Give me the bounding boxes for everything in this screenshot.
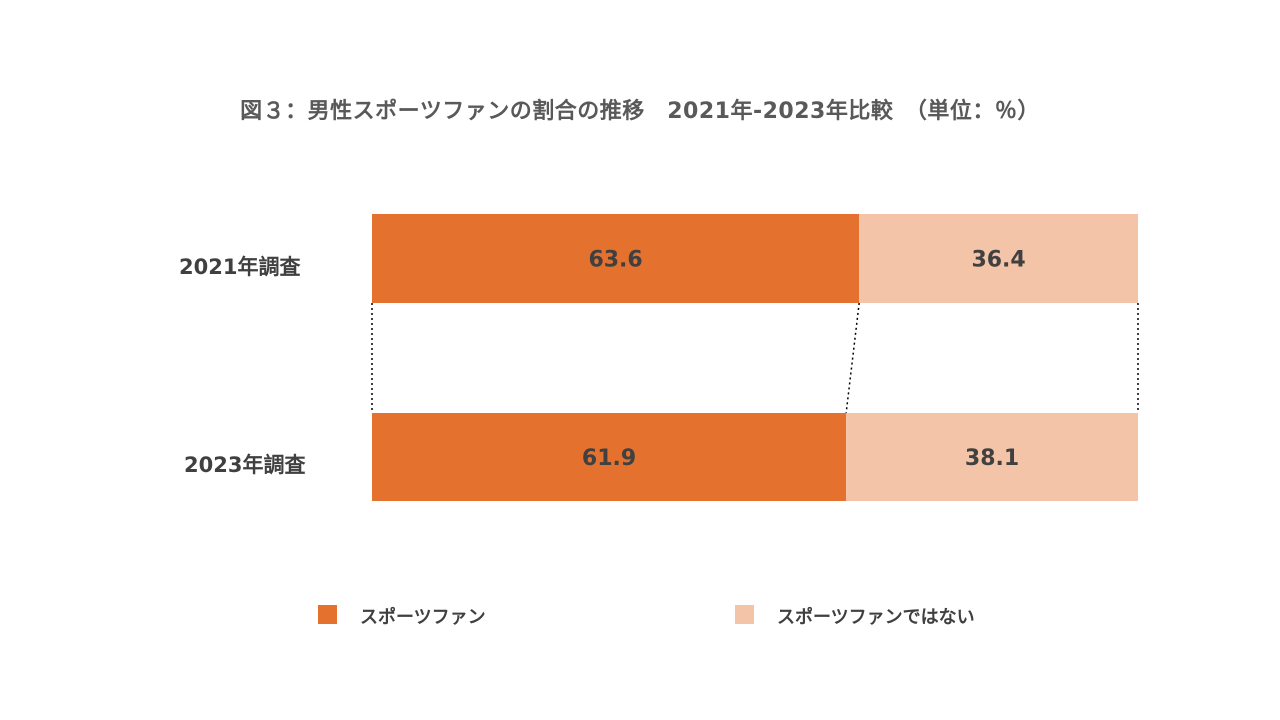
- bar-segment-1-1: [372, 214, 860, 303]
- bar-segment-2-2: [846, 413, 1138, 501]
- chart-title: 図３：男性スポーツファンの割合の推移 2021年-2023年比較 （単位：％）: [240, 99, 1040, 124]
- data-label-2-2: 38.1: [965, 446, 1019, 471]
- data-label-1-2: 36.4: [971, 248, 1025, 273]
- connector-line-2: [845, 302, 860, 414]
- legend-label-not-sports-fan: スポーツファンではない: [777, 607, 975, 628]
- bar-segment-1-2: [859, 214, 1138, 303]
- data-label-1-1: 63.6: [588, 248, 642, 273]
- legend-swatch-not-sports-fan: [735, 605, 754, 624]
- legend-swatch-sports-fan: [318, 605, 337, 624]
- row-label-2021: 2021年調査: [179, 255, 301, 279]
- data-label-2-1: 61.9: [582, 446, 636, 471]
- bar-segment-2-1: [372, 413, 847, 501]
- row-label-2023: 2023年調査: [184, 453, 306, 477]
- legend-label-sports-fan: スポーツファン: [360, 607, 486, 628]
